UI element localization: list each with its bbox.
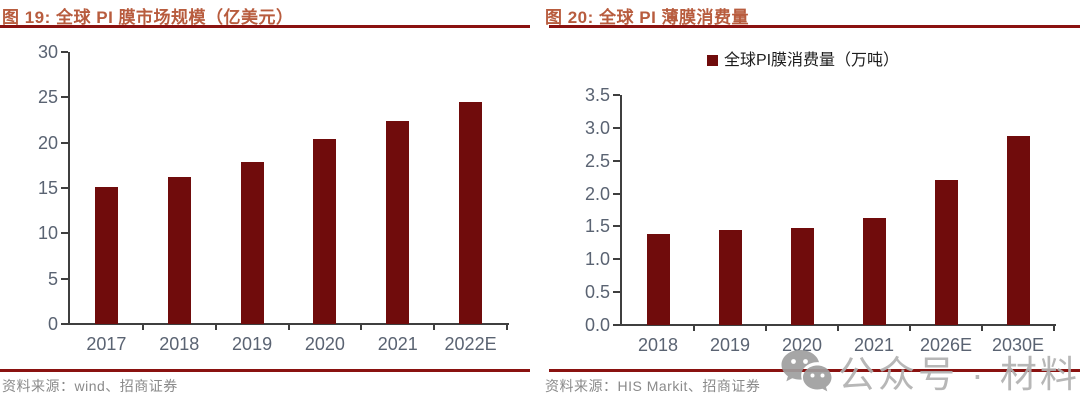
figure-19: 图 19: 全球 PI 膜市场规模（亿美元） 30 25 20 15 10 5 0 2017 2… [0, 0, 530, 408]
figure-19-source-rule [0, 369, 530, 372]
x-axis-tick-label: 2021 [853, 335, 895, 355]
x-axis-tick-mark [1053, 326, 1055, 331]
x-axis-tick-mark [837, 326, 839, 331]
x-axis-tick-mark [693, 326, 695, 331]
x-axis-tick-label: 2018 [637, 335, 679, 355]
y-axis-tick-mark [61, 277, 68, 280]
x-axis-tick-mark [909, 326, 911, 331]
figure-20-title: 图 20: 全球 PI 薄膜消费量 [545, 8, 750, 27]
x-axis-line [68, 323, 509, 325]
figure-20-bar-chart: 3.5 3.0 2.5 2.0 1.5 1.0 0.5 0.0 2018 2019 2020 2021… [585, 85, 1056, 355]
y-axis-tick-mark [61, 51, 68, 53]
figure-20-legend: 全球PI膜消费量（万吨） [543, 46, 1063, 70]
y-axis-tick-mark [613, 126, 620, 129]
y-axis-tick-label: 2.0 [584, 183, 610, 204]
bar-2030E [1006, 136, 1030, 325]
figure-19-bar-chart: 30 25 20 15 10 5 0 2017 2018 2019 2020 2021 2022E [38, 42, 509, 354]
figure-19-title-rule [0, 25, 530, 28]
bar-2020 [790, 227, 814, 325]
y-axis-tick-mark [613, 159, 620, 162]
y-axis-tick-label: 1.0 [584, 249, 610, 270]
x-axis-tick-mark [360, 325, 363, 330]
y-axis-tick-mark [61, 96, 68, 99]
bar-2018 [167, 177, 191, 324]
x-axis-tick-label: 2020 [304, 334, 345, 354]
y-axis-tick-label: 15 [37, 178, 58, 198]
x-axis-tick-mark [214, 325, 217, 330]
bar-2019 [718, 229, 742, 325]
y-axis-tick-label: 1.5 [584, 216, 610, 237]
legend-label: 全球PI膜消费量（万吨） [723, 52, 900, 69]
x-axis-tick-label: 2021 [377, 334, 418, 354]
x-axis-tick-mark [981, 326, 983, 331]
y-axis-tick-mark [61, 323, 68, 325]
y-axis-tick-label: 0 [47, 314, 58, 334]
y-axis-tick-mark [613, 324, 620, 326]
x-axis-tick-label: 2018 [159, 334, 200, 354]
bar-2018 [646, 233, 670, 325]
y-axis-tick-mark [613, 291, 620, 294]
y-axis-tick-mark [613, 94, 620, 96]
x-axis-tick-mark [141, 325, 144, 330]
y-axis-tick-label: 5 [47, 268, 58, 289]
x-axis-tick-mark [765, 326, 767, 331]
x-axis-tick-mark [433, 325, 436, 330]
y-axis-tick-mark [613, 258, 620, 261]
figure-19-title: 图 19: 全球 PI 膜市场规模（亿美元） [2, 8, 294, 27]
x-axis-tick-label: 2020 [781, 335, 823, 355]
figure-20-source-rule [549, 369, 1080, 372]
y-axis-tick-label: 30 [37, 42, 58, 62]
x-axis-tick-label: 2026E [919, 335, 973, 355]
bar-2020 [313, 139, 337, 324]
x-axis-tick-label: 2022E [444, 334, 497, 354]
x-axis-tick-mark [287, 325, 290, 330]
x-axis-tick-label: 2019 [232, 334, 273, 354]
bar-2017 [94, 187, 118, 324]
figure-20-title-rule [549, 25, 1080, 28]
y-axis-tick-label: 25 [37, 87, 58, 108]
y-axis-tick-mark [61, 141, 68, 144]
y-axis-tick-mark [61, 232, 68, 235]
y-axis-tick-label: 20 [37, 132, 58, 153]
y-axis-tick-mark [61, 187, 68, 189]
y-axis-tick-label: 3.0 [584, 117, 610, 138]
y-axis-tick-label: 3.5 [584, 85, 610, 105]
figure-20: 图 20: 全球 PI 薄膜消费量 全球PI膜消费量（万吨） 3.5 3.0 2.5… [543, 0, 1080, 408]
x-axis-tick-label: 2017 [86, 334, 127, 354]
x-axis-line [620, 324, 1056, 326]
legend-swatch [706, 55, 718, 66]
y-axis-tick-mark [613, 192, 620, 195]
x-axis-tick-label: 2030E [991, 335, 1045, 355]
y-axis-tick-mark [613, 225, 620, 228]
bar-2019 [240, 161, 264, 324]
x-axis-tick-label: 2019 [709, 335, 751, 355]
bar-2021 [386, 120, 410, 324]
figure-19-source: 资料来源：wind、招商证券 [2, 378, 178, 394]
figure-20-source: 资料来源：HIS Markit、招商证券 [545, 378, 761, 394]
y-axis-tick-label: 0.0 [584, 315, 610, 335]
bar-2022E [459, 101, 483, 324]
y-axis-tick-label: 0.5 [584, 282, 610, 303]
y-axis-tick-label: 10 [37, 223, 58, 244]
x-axis-tick-mark [506, 325, 508, 330]
bar-2026E [934, 179, 958, 325]
y-axis-tick-label: 2.5 [584, 150, 610, 171]
bar-2021 [862, 217, 886, 325]
